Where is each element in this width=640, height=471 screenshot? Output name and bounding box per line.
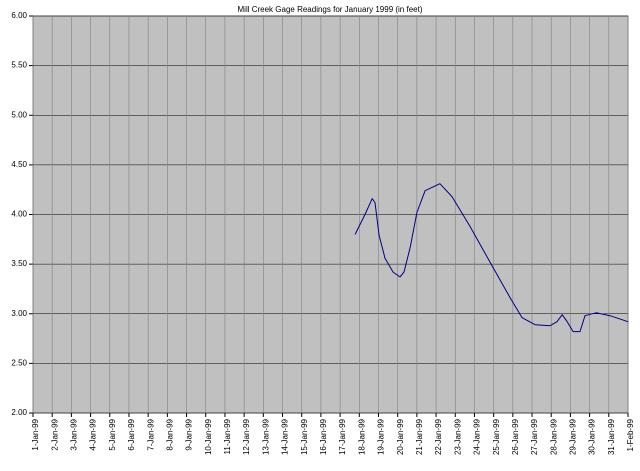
x-tick-label: 17-Jan-99: [338, 418, 347, 455]
x-tick-label: 31-Jan-99: [607, 418, 616, 455]
x-tick-label: 29-Jan-99: [569, 418, 578, 455]
x-tick-label: 5-Jan-99: [108, 418, 117, 450]
x-tick-label: 4-Jan-99: [89, 418, 98, 450]
x-tick-label: 23-Jan-99: [453, 418, 462, 455]
x-tick-label: 15-Jan-99: [300, 418, 309, 455]
x-tick-label: 11-Jan-99: [223, 418, 232, 454]
x-tick-label: 20-Jan-99: [396, 418, 405, 455]
y-tick-label: 4.00: [11, 210, 27, 219]
x-tick-label: 6-Jan-99: [127, 418, 136, 450]
y-tick-label: 3.50: [11, 259, 27, 268]
x-tick-label: 26-Jan-99: [511, 418, 520, 455]
x-tick-label: 1-Feb-99: [626, 418, 635, 451]
chart-title: Mill Creek Gage Readings for January 199…: [238, 5, 423, 14]
x-tick-label: 12-Jan-99: [242, 418, 251, 455]
x-tick-label: 2-Jan-99: [50, 418, 59, 450]
x-tick-label: 1-Jan-99: [31, 418, 40, 450]
x-tick-label: 10-Jan-99: [204, 418, 213, 455]
y-tick-label: 6.00: [11, 11, 27, 20]
y-tick-label: 5.00: [11, 110, 27, 119]
x-tick-label: 24-Jan-99: [473, 418, 482, 455]
data-line: [354, 183, 629, 333]
x-tick-label: 22-Jan-99: [434, 418, 443, 455]
x-tick-label: 16-Jan-99: [319, 418, 328, 455]
x-tick-label: 21-Jan-99: [415, 418, 424, 455]
y-tick-label: 4.50: [11, 160, 27, 169]
y-tick-label: 2.50: [11, 358, 27, 367]
x-tick-label: 3-Jan-99: [69, 418, 78, 450]
x-tick-label: 25-Jan-99: [492, 418, 501, 455]
y-tick-label: 3.00: [11, 309, 27, 318]
x-tick-label: 14-Jan-99: [281, 418, 290, 455]
y-tick-label: 2.00: [11, 408, 27, 417]
x-tick-label: 7-Jan-99: [146, 418, 155, 450]
x-tick-label: 13-Jan-99: [261, 418, 270, 455]
y-tick-label: 5.50: [11, 61, 27, 70]
x-tick-label: 8-Jan-99: [165, 418, 174, 450]
x-tick-label: 30-Jan-99: [588, 418, 597, 455]
x-tick-label: 18-Jan-99: [357, 418, 366, 455]
x-tick-label: 27-Jan-99: [530, 418, 539, 455]
x-tick-label: 19-Jan-99: [377, 418, 386, 455]
x-tick-label: 28-Jan-99: [549, 418, 558, 455]
x-tick-label: 9-Jan-99: [185, 418, 194, 450]
